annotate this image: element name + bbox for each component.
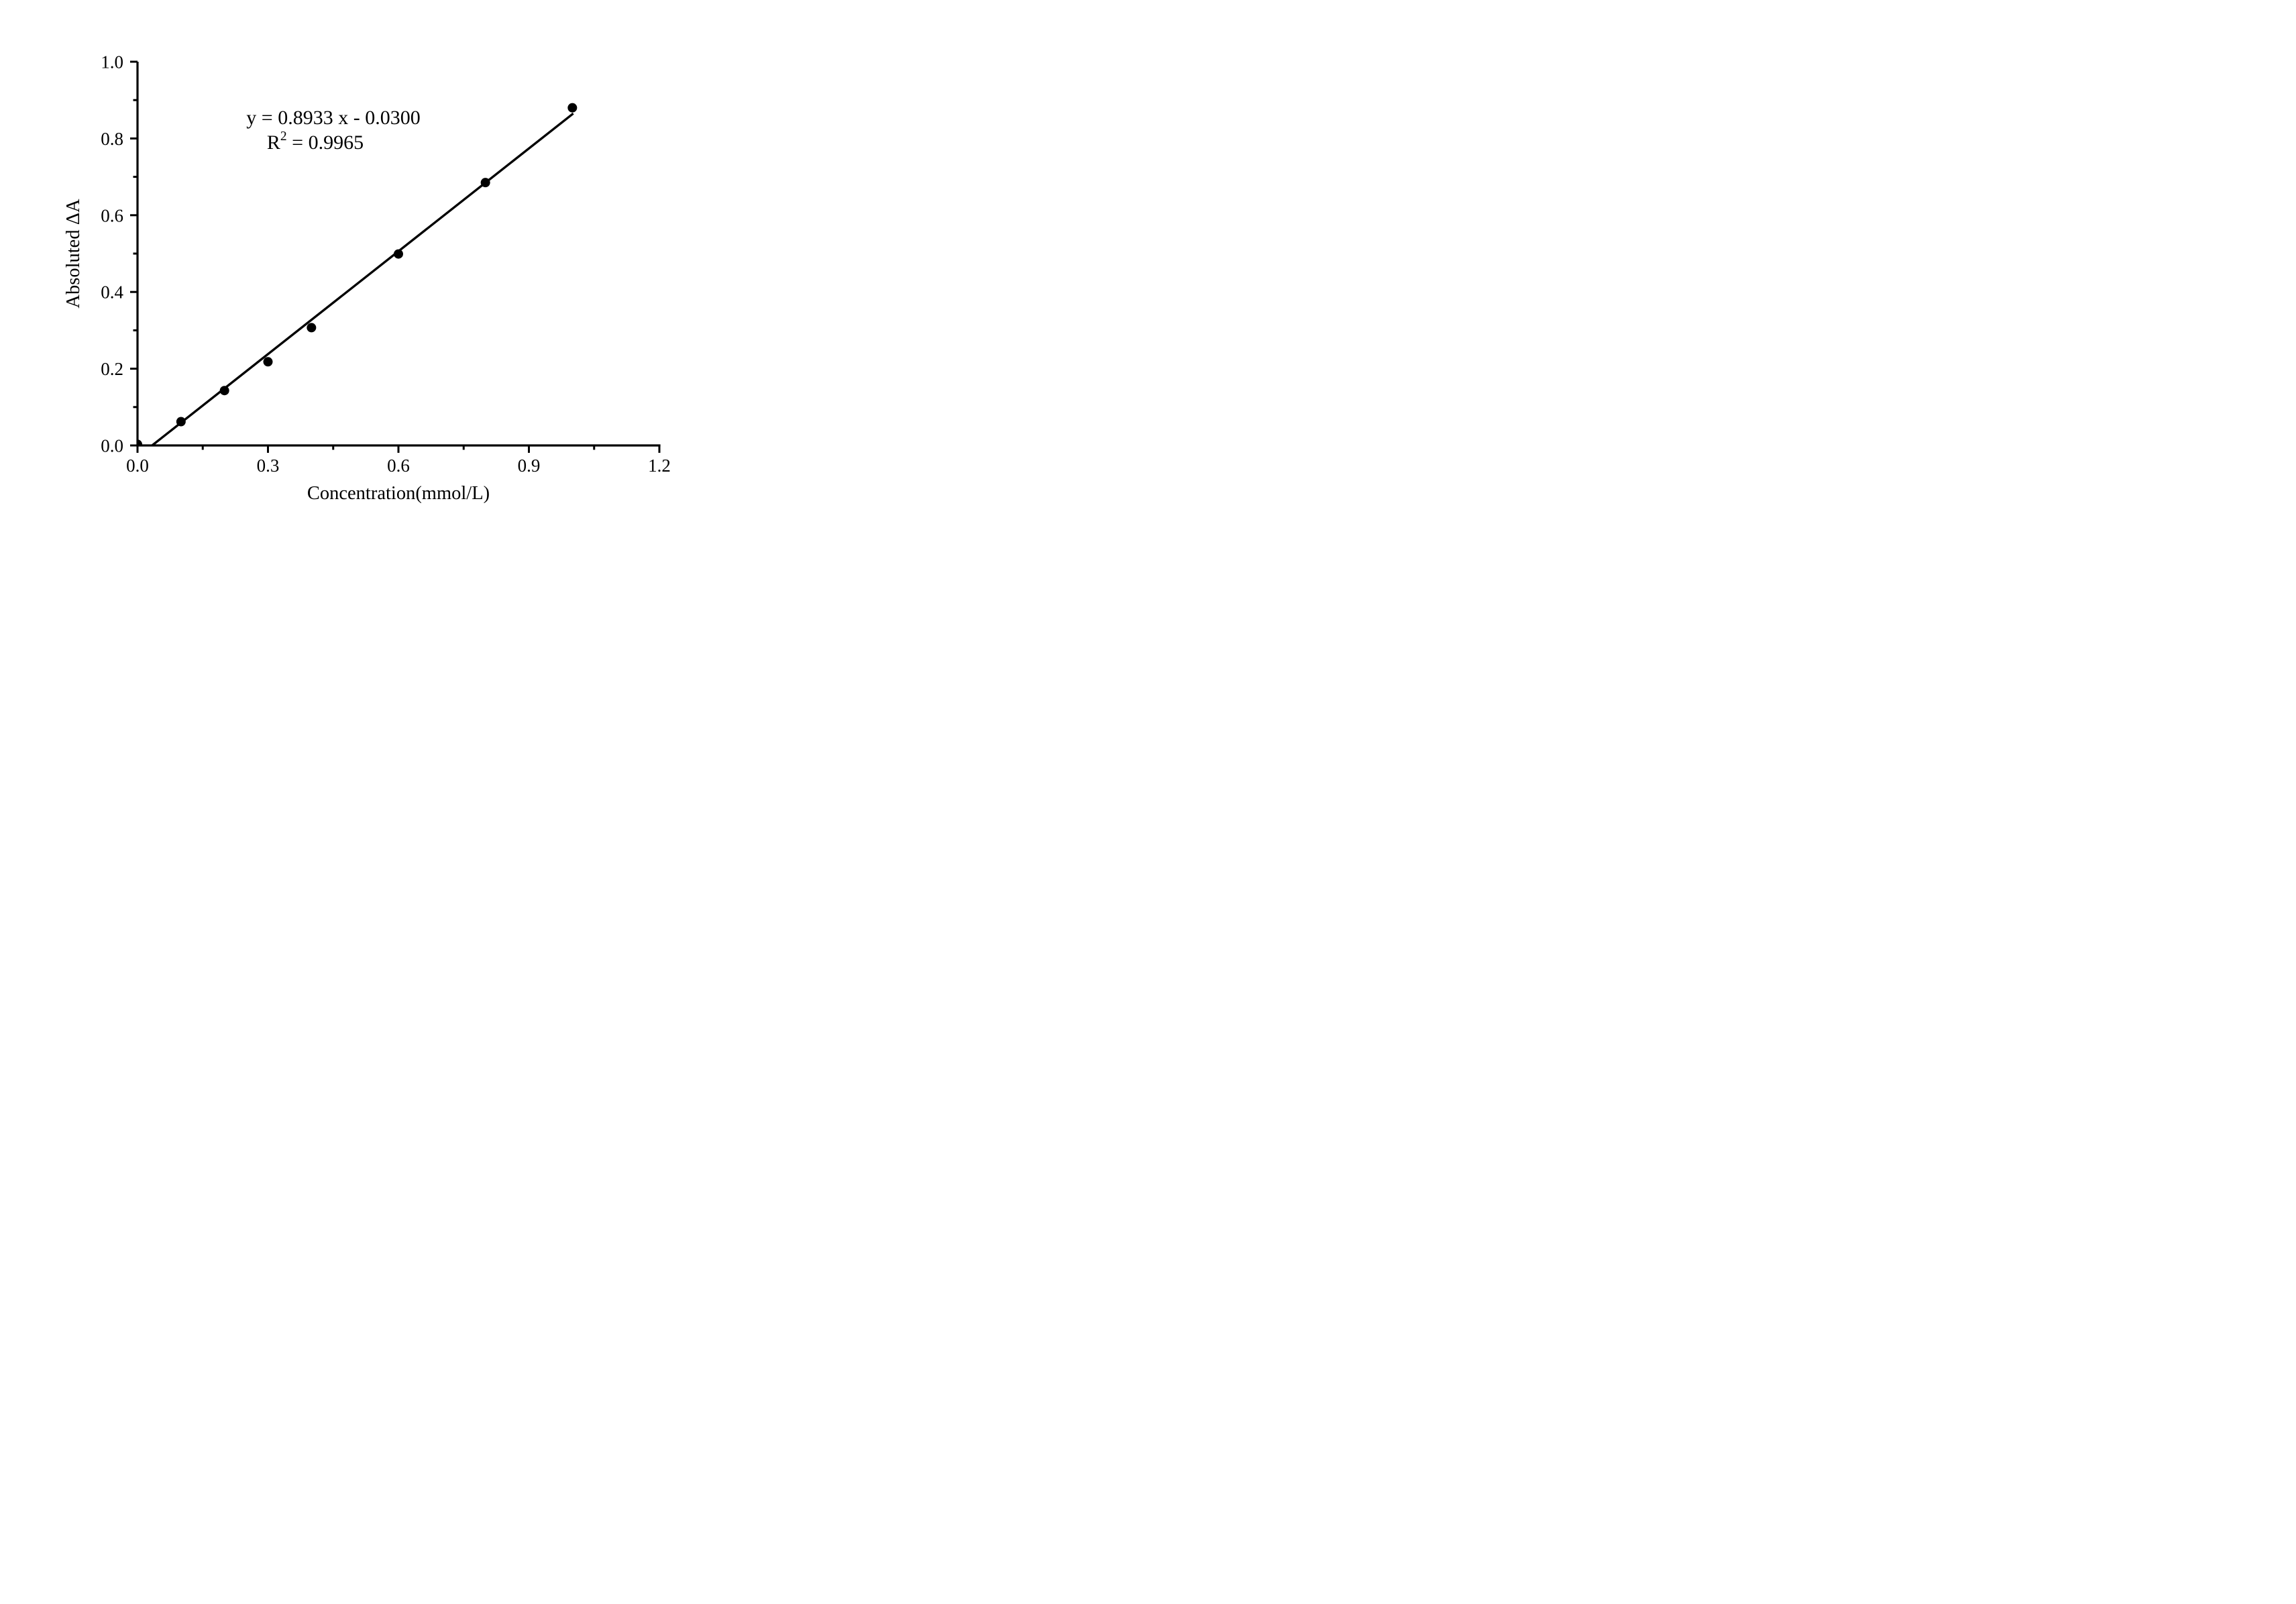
data-points-layer [138,103,578,445]
x-axis-title: Concentration(mmol/L) [307,483,490,504]
y-tick-label: 0.2 [101,359,123,379]
r-squared-label: R2 = 0.9965 [267,129,364,154]
x-tick-label: 1.2 [648,456,671,476]
data-point [480,178,490,188]
data-point [567,103,578,113]
x-tick-label: 0.9 [518,456,541,476]
data-point [263,357,273,367]
calibration-chart: 0.0 0.3 0.6 0.9 1.2 0.0 0.2 0.4 0.6 0.8 1.0 y = 0.… [63,52,671,504]
data-point [138,439,142,445]
y-tick-label: 0.0 [101,436,123,456]
x-tick-label: 0.0 [126,456,149,476]
y-tick-label: 0.8 [101,129,123,149]
figure-canvas: 0.0 0.3 0.6 0.9 1.2 0.0 0.2 0.4 0.6 0.8 1.0 y = 0.… [0,0,765,535]
y-tick-label: 0.6 [101,205,123,225]
equation-label: y = 0.8933 x - 0.0300 [246,107,420,129]
data-point [176,417,186,427]
x-tick-label: 0.3 [257,456,280,476]
fit-line [151,112,574,445]
y-tick-label: 1.0 [101,52,123,72]
y-axis-title: Absoluted ΔA [63,199,84,309]
x-tick-label: 0.6 [387,456,410,476]
fit-line-layer [151,112,574,445]
axis-ticks [130,60,661,453]
axis-tick-labels: 0.0 0.3 0.6 0.9 1.2 0.0 0.2 0.4 0.6 0.8 1.0 [101,52,671,476]
data-point [394,249,403,259]
data-point [219,386,229,396]
y-tick-label: 0.4 [101,282,123,303]
data-point [307,323,317,333]
